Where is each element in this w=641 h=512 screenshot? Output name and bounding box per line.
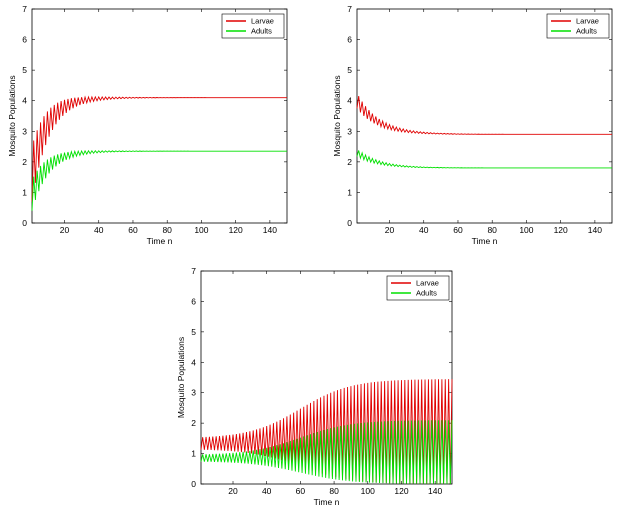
chart-top-right-svg: 20 40 60 80 100 120 140 0 1 2 3 4 5 6 7 Time n Mosquito …: [332, 4, 613, 246]
y-tick-label: 6: [22, 35, 27, 45]
y-axis-label: Mosquito Populations: [332, 75, 342, 156]
x-tick-label: 120: [229, 225, 243, 235]
x-tick-label: 80: [329, 486, 339, 496]
x-tick-label: 80: [162, 225, 172, 235]
series-line-larvae: [31, 95, 287, 202]
x-tick-label: 120: [554, 225, 568, 235]
x-tick-label: 100: [194, 225, 208, 235]
plot-frame: [356, 8, 613, 224]
x-axis-label: Time n: [314, 497, 340, 507]
y-tick-label: 3: [347, 126, 352, 136]
y-tick-label: 5: [347, 65, 352, 75]
chart-bottom-svg: 20 40 60 80 100 120 140 0 1 2 3 4 5 6 7 Time n Mosquito …: [176, 266, 453, 507]
x-tick-label: 20: [385, 225, 395, 235]
y-tick-label: 5: [191, 327, 196, 337]
y-tick-label: 3: [22, 126, 27, 136]
legend-box: [221, 13, 285, 39]
legend-label-larvae: Larvae: [251, 17, 274, 26]
y-tick-label: 5: [22, 65, 27, 75]
y-tick-label: 0: [22, 218, 27, 228]
x-tick-label: 120: [394, 486, 408, 496]
x-tick-label: 40: [94, 225, 104, 235]
y-tick-label: 1: [347, 187, 352, 197]
y-tick-label: 3: [191, 388, 196, 398]
chart-bottom: 20 40 60 80 100 120 140 0 1 2 3 4 5 6 7 Time n Mosquito …: [160, 262, 480, 512]
x-tick-label: 140: [428, 486, 442, 496]
x-tick-label: 60: [128, 225, 138, 235]
x-tick-label: 60: [453, 225, 463, 235]
x-tick-label: 40: [262, 486, 272, 496]
legend-label-larvae: Larvae: [416, 279, 439, 288]
y-tick-label: 6: [191, 296, 196, 306]
series-line-adults: [200, 420, 453, 484]
chart-top-left: 20 40 60 80 100 120 140 0 1 2 3 4 5 6 7 Time n Mosquito …: [0, 0, 320, 252]
y-tick-label: 4: [22, 96, 27, 106]
legend-box: [386, 275, 450, 301]
y-tick-label: 0: [347, 218, 352, 228]
series-line-adults: [31, 149, 287, 211]
chart-top-left-svg: 20 40 60 80 100 120 140 0 1 2 3 4 5 6 7 Time n Mosquito …: [7, 4, 288, 246]
legend-label-adults: Adults: [251, 27, 272, 36]
x-tick-label: 20: [228, 486, 238, 496]
y-axis-label: Mosquito Populations: [176, 337, 186, 418]
y-tick-label: 4: [347, 96, 352, 106]
y-tick-label: 2: [191, 418, 196, 428]
y-tick-label: 0: [191, 479, 196, 489]
x-tick-label: 100: [519, 225, 533, 235]
y-tick-label: 1: [22, 187, 27, 197]
x-tick-label: 140: [588, 225, 602, 235]
y-axis-label: Mosquito Populations: [7, 75, 17, 156]
x-tick-label: 20: [60, 225, 70, 235]
x-axis-label: Time n: [472, 236, 498, 246]
x-tick-label: 100: [361, 486, 375, 496]
y-tick-label: 4: [191, 357, 196, 367]
legend-label-larvae: Larvae: [576, 17, 599, 26]
y-tick-label: 7: [347, 4, 352, 14]
legend-label-adults: Adults: [576, 27, 597, 36]
series-line-adults: [356, 150, 612, 169]
y-tick-label: 2: [22, 157, 27, 167]
legend-box: [546, 13, 610, 39]
y-tick-label: 2: [347, 157, 352, 167]
x-tick-label: 140: [263, 225, 277, 235]
chart-top-right: 20 40 60 80 100 120 140 0 1 2 3 4 5 6 7 Time n Mosquito …: [320, 0, 641, 252]
x-axis-label: Time n: [147, 236, 173, 246]
plot-frame: [31, 8, 288, 224]
x-tick-label: 80: [487, 225, 497, 235]
x-tick-label: 40: [419, 225, 429, 235]
y-tick-label: 1: [191, 449, 196, 459]
y-tick-label: 6: [347, 35, 352, 45]
series-line-larvae: [356, 96, 612, 135]
y-tick-label: 7: [22, 4, 27, 14]
x-tick-label: 60: [296, 486, 306, 496]
y-tick-label: 7: [191, 266, 196, 276]
legend-label-adults: Adults: [416, 289, 437, 298]
